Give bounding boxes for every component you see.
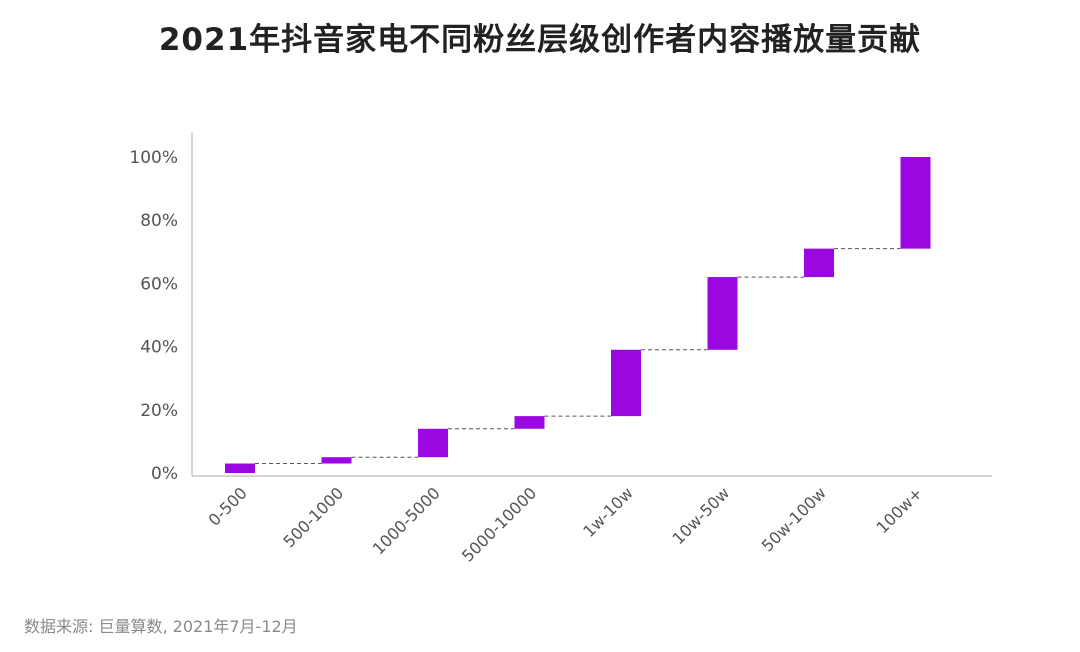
chart-title: 2021年抖音家电不同粉丝层级创作者内容播放量贡献: [158, 22, 922, 58]
x-tick-label: 50w-100w: [758, 483, 830, 555]
y-tick-label: 80%: [140, 211, 178, 231]
axes: [191, 132, 992, 477]
y-tick-label: 0%: [151, 464, 178, 484]
connector-lines: [255, 248, 901, 465]
waterfall-bar: [900, 157, 931, 249]
waterfall-bar: [418, 428, 448, 458]
waterfall-bar: [225, 463, 255, 473]
x-tick-label: 1w-10w: [579, 483, 637, 541]
waterfall-bar: [514, 416, 545, 429]
y-tick-label: 20%: [140, 401, 178, 421]
y-tick-label: 40%: [140, 338, 178, 358]
x-tick-label: 0-500: [205, 483, 251, 529]
y-tick-labels: 0% 20% 40% 60% 80% 100%: [129, 148, 178, 484]
bars: [225, 157, 931, 473]
waterfall-chart: 0% 20% 40% 60% 80% 100% 0-500 500-1000 1000-500…: [129, 132, 992, 566]
x-tick-label: 5000-10000: [458, 483, 540, 565]
x-tick-label: 1000-5000: [369, 483, 444, 558]
y-tick-label: 100%: [129, 148, 178, 168]
x-tick-label: 10w-50w: [669, 483, 734, 548]
waterfall-bar: [707, 277, 738, 350]
waterfall-bar: [321, 457, 352, 464]
x-tick-labels: 0-500 500-1000 1000-5000 5000-10000 1w-10w 10…: [205, 483, 927, 565]
x-tick-label: 100w+: [873, 483, 927, 537]
source-note: 数据来源: 巨量算数, 2021年7月-12月: [24, 617, 298, 636]
y-tick-label: 60%: [140, 274, 178, 294]
waterfall-bar: [611, 349, 641, 417]
x-tick-label: 500-1000: [279, 483, 347, 551]
waterfall-bar: [804, 248, 834, 278]
